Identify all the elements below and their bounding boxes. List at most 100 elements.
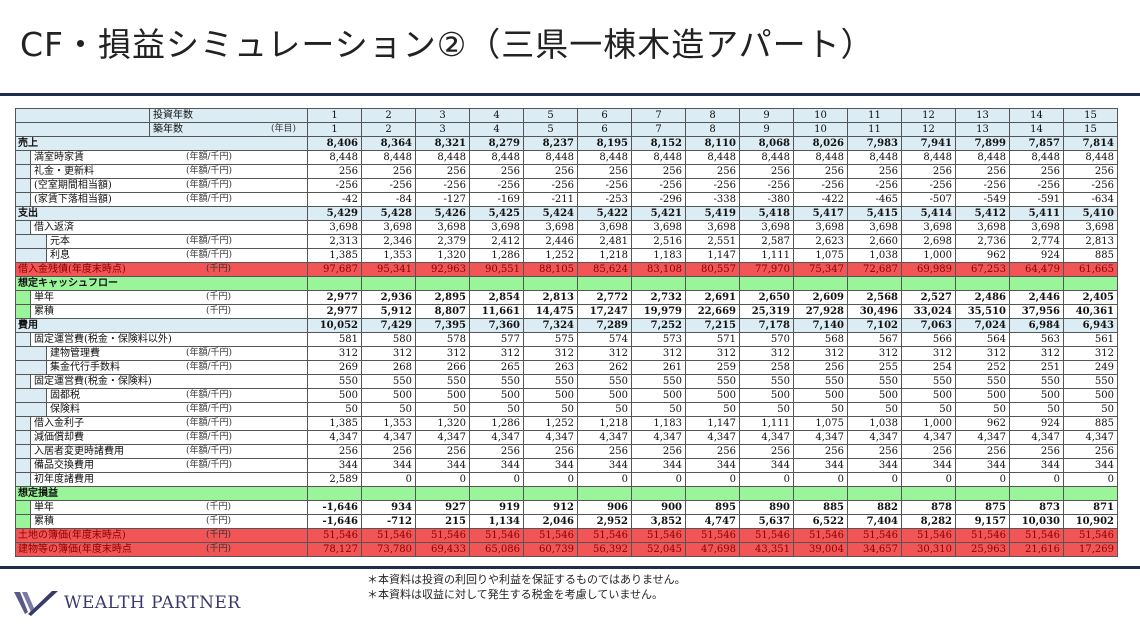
value-cell: 69,433 [415,542,470,557]
value-cell: 344 [469,458,524,473]
value-cell: 344 [361,458,416,473]
value-cell: 312 [523,346,578,361]
value-cell: 4,747 [685,514,740,529]
value-cell: 3,698 [685,220,740,235]
value-cell: 934 [361,500,416,515]
value-cell: -256 [577,178,632,193]
row-unit: (年額/千円) [186,166,233,176]
value-cell: 550 [1009,374,1064,389]
row-label: 建物管理費 [50,348,100,359]
value-cell: 8,068 [739,136,794,151]
value-cell: 15 [1063,108,1118,123]
value-cell: 256 [793,444,848,459]
value-cell: 256 [307,444,362,459]
value-cell: 51,546 [739,528,794,543]
value-cell: -422 [793,192,848,207]
value-cell [901,486,956,501]
value-cell: 72,687 [847,262,902,277]
value-cell: 50 [307,402,362,417]
value-cell: 8,448 [739,150,794,165]
wealth-partner-logo-icon [14,591,58,616]
value-cell: 500 [847,388,902,403]
value-cell: 1,183 [631,248,686,263]
value-cell: 256 [415,164,470,179]
value-cell: 256 [1063,164,1118,179]
value-cell: 344 [1063,458,1118,473]
value-cell [739,276,794,291]
value-cell: 22,669 [685,304,740,319]
row-label: 累積 [34,306,54,317]
value-cell: 7,395 [415,318,470,333]
row-unit: (年額/千円) [186,460,233,470]
value-cell: 50 [469,402,524,417]
value-cell: 263 [523,360,578,375]
value-cell: 11 [847,122,902,137]
value-cell: 550 [361,374,416,389]
value-cell: 5,414 [901,206,956,221]
value-cell: 312 [307,346,362,361]
value-cell: 1,353 [361,416,416,431]
row-label-cell: 単年 (千円) [15,290,308,305]
value-cell: 312 [469,346,524,361]
value-cell: 500 [577,388,632,403]
value-cell: 5,428 [361,206,416,221]
value-cell [901,276,956,291]
value-cell: 8,152 [631,136,686,151]
value-cell [631,486,686,501]
value-cell: 550 [955,374,1010,389]
indent-band [16,389,47,402]
table-row: 礼金・更新料 (年額/千円) 256 256 256 256 256 256 256 256 256… [15,164,1118,179]
indent-band [16,473,31,486]
value-cell: 4,347 [469,430,524,445]
value-cell: 2 [361,108,416,123]
row-label: (空室期間相当額) [34,180,112,191]
value-cell: 51,546 [1009,528,1064,543]
value-cell: 90,551 [469,262,524,277]
value-cell: 2,660 [847,234,902,249]
value-cell: 5,426 [415,206,470,221]
value-cell: 256 [685,164,740,179]
indent-band [16,515,31,528]
value-cell: 8,807 [415,304,470,319]
value-cell: 2,412 [469,234,524,249]
row-label-cell: 建物管理費 (年額/千円) [15,346,308,361]
table-row: 集金代行手数料 (年額/千円) 269 268 266 265 263 262 261 259 25… [15,360,1118,375]
value-cell: 3 [415,108,470,123]
value-cell: 268 [361,360,416,375]
table-row: 借入返済 3,698 3,698 3,698 3,698 3,698 3,698 3,698 3… [15,220,1118,235]
value-cell: 312 [739,346,794,361]
value-cell: 0 [901,472,956,487]
value-cell: 550 [1063,374,1118,389]
value-cell: 578 [415,332,470,347]
value-cell: 1,286 [469,416,524,431]
row-label-cell: 売上 [15,136,308,151]
value-cell: 256 [469,164,524,179]
value-cell: 5,419 [685,206,740,221]
value-cell: 7,324 [523,318,578,333]
row-label: 礼金・更新料 [34,166,94,177]
value-cell: 256 [361,164,416,179]
value-cell: 51,546 [307,528,362,543]
row-label: 満室時家賃 [34,152,84,163]
value-cell: 0 [847,472,902,487]
value-cell: -1,646 [307,514,362,529]
row-unit: (年額/千円) [186,180,233,190]
value-cell: 256 [847,164,902,179]
value-cell: 500 [1009,388,1064,403]
value-cell: 8,279 [469,136,524,151]
value-cell: 344 [739,458,794,473]
row-label-cell: 費用 [15,318,308,333]
value-cell: 51,546 [631,528,686,543]
value-cell: 581 [307,332,362,347]
value-cell: 4,347 [847,430,902,445]
value-cell: 266 [415,360,470,375]
row-label-cell: 借入金利子 (年額/千円) [15,416,308,431]
value-cell: 577 [469,332,524,347]
value-cell: 3,698 [955,220,1010,235]
row-label-cell: 累積 (千円) [15,304,308,319]
value-cell: 4,347 [739,430,794,445]
disclaimer: ＊本資料は投資の利回りや利益を保証するものではありません。 ＊本資料は収益に対し… [367,572,686,602]
value-cell: 1,353 [361,248,416,263]
table-row: 単年 (千円) 2,977 2,936 2,895 2,854 2,813 2,772 2,73… [15,290,1118,305]
value-cell: -253 [577,192,632,207]
